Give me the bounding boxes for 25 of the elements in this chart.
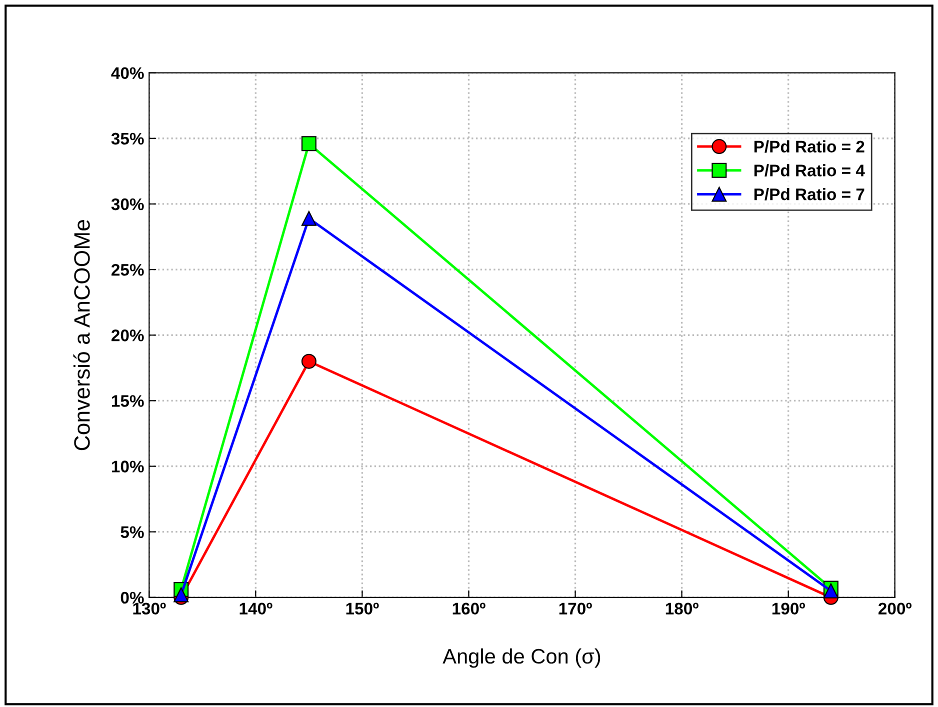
x-tick-label: 190º	[772, 602, 805, 615]
y-tick-label: 0%	[120, 592, 144, 604]
y-tick-label: 25%	[112, 264, 144, 276]
legend-label: P/Pd Ratio = 4	[754, 164, 865, 177]
point	[301, 136, 316, 152]
y-tick-label: 5%	[120, 526, 144, 538]
x-tick-label: 130º	[133, 602, 166, 615]
y-tick-label: 10%	[112, 460, 144, 472]
y-tick-label: 15%	[112, 395, 144, 407]
x-tick-label: 150º	[346, 602, 379, 615]
y-tick-label: 20%	[112, 330, 144, 342]
y-axis-title: Conversió a AnCOOMe	[73, 220, 90, 450]
x-axis-title: Angle de Con (σ)	[442, 648, 600, 668]
x-tick-label: 160º	[452, 602, 486, 615]
y-tick-label: 40%	[111, 67, 144, 80]
legend-label: P/Pd Ratio = 7	[754, 188, 864, 200]
y-tick-label: 35%	[111, 132, 144, 145]
x-tick-label: 170º	[559, 602, 592, 615]
x-tick-label: 200º	[878, 602, 912, 615]
y-tick-label: 30%	[111, 198, 144, 210]
point	[301, 210, 316, 226]
legend-label: P/Pd Ratio = 2	[754, 140, 864, 153]
x-tick-label: 180º	[666, 602, 698, 615]
point	[301, 354, 316, 369]
x-tick-label: 140º	[240, 602, 272, 615]
